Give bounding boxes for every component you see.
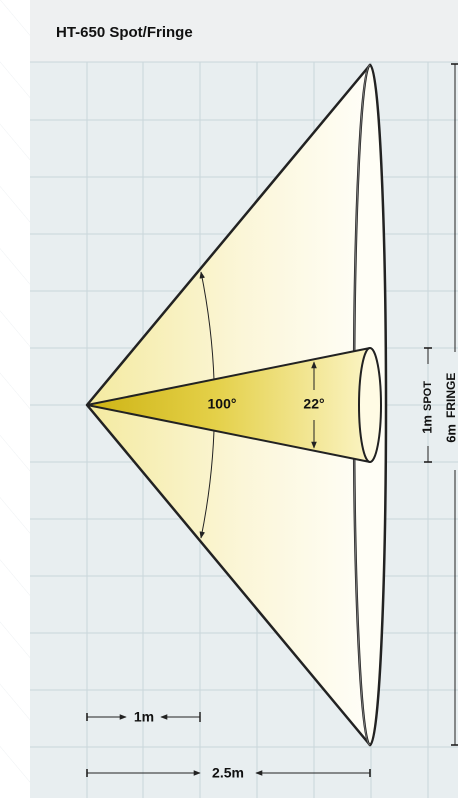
- title: HT-650 Spot/Fringe: [56, 24, 193, 41]
- fringe-angle-label: 100°: [208, 396, 237, 412]
- spot-size-label: SPOT: [422, 381, 434, 411]
- fringe-distance-label: 2.5m: [212, 765, 244, 781]
- spot-distance-label: 1m: [134, 709, 154, 725]
- title-bar: [30, 0, 458, 62]
- fringe-size-value: 6m: [443, 424, 458, 443]
- spot-size-value: 1m: [419, 415, 434, 434]
- fringe-size-label: FRINGE: [444, 373, 458, 418]
- spot-angle-label: 22°: [303, 396, 324, 412]
- spot-ellipse: [358, 347, 382, 463]
